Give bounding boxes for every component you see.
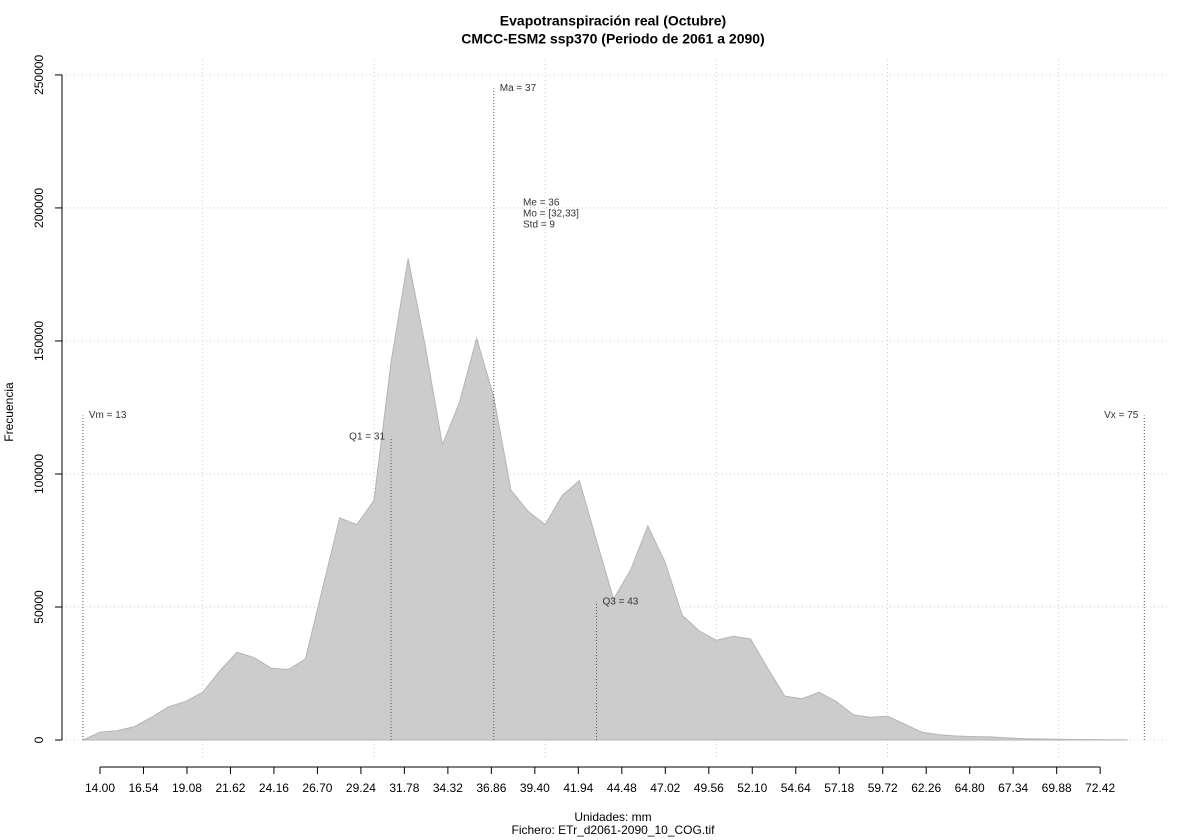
y-tick-label: 200000 [32, 188, 46, 228]
x-tick-label: 72.42 [1085, 781, 1115, 795]
x-tick-label: 39.40 [520, 781, 550, 795]
chart-title: Evapotranspiración real (Octubre) [500, 13, 726, 29]
area [82, 258, 1128, 741]
annotation-label: Ma = 37 [500, 83, 537, 94]
y-tick-label: 100000 [32, 454, 46, 494]
y-axis-title: Frecuencia [2, 382, 16, 442]
x-tick-label: 44.48 [607, 781, 637, 795]
x-tick-label: 31.78 [389, 781, 419, 795]
x-tick-label: 67.34 [998, 781, 1028, 795]
x-tick-label: 19.08 [172, 781, 202, 795]
y-tick-label: 150000 [32, 321, 46, 361]
x-tick-label: 64.80 [955, 781, 985, 795]
stats-label: Me = 36 [523, 198, 560, 209]
y-tick-label: 0 [32, 736, 46, 743]
y-tick-label: 50000 [32, 590, 46, 624]
annotation-label: Q3 = 43 [602, 596, 638, 607]
x-tick-label: 54.64 [781, 781, 811, 795]
x-tick-label: 29.24 [346, 781, 376, 795]
x-tick-label: 21.62 [215, 781, 245, 795]
x-tick-label: 47.02 [650, 781, 680, 795]
x-tick-label: 36.86 [476, 781, 506, 795]
x-tick-label: 41.94 [563, 781, 593, 795]
chart-subtitle: CMCC-ESM2 ssp370 (Periodo de 2061 a 2090… [461, 31, 764, 47]
y-tick-label: 250000 [32, 55, 46, 95]
x-tick-label: 57.18 [824, 781, 854, 795]
x-tick-label: 49.56 [694, 781, 724, 795]
x-tick-label: 34.32 [433, 781, 463, 795]
stats-label: Std = 9 [523, 220, 555, 231]
annotation-label: Vm = 13 [89, 410, 127, 421]
x-tick-label: 14.00 [85, 781, 115, 795]
annotation-label: Vx = 75 [1104, 410, 1139, 421]
x-tick-label: 24.16 [259, 781, 289, 795]
stats-label: Mo = [32,33] [523, 209, 579, 220]
x-tick-label: 52.10 [737, 781, 767, 795]
caption: Fichero: ETr_d2061-2090_10_COG.tif [512, 823, 716, 837]
annotation-label: Q1 = 31 [349, 431, 385, 442]
x-tick-label: 69.88 [1042, 781, 1072, 795]
x-tick-label: 62.26 [911, 781, 941, 795]
x-tick-label: 16.54 [128, 781, 158, 795]
x-axis-title: Unidades: mm [574, 810, 651, 824]
x-tick-label: 26.70 [302, 781, 332, 795]
x-tick-label: 59.72 [868, 781, 898, 795]
